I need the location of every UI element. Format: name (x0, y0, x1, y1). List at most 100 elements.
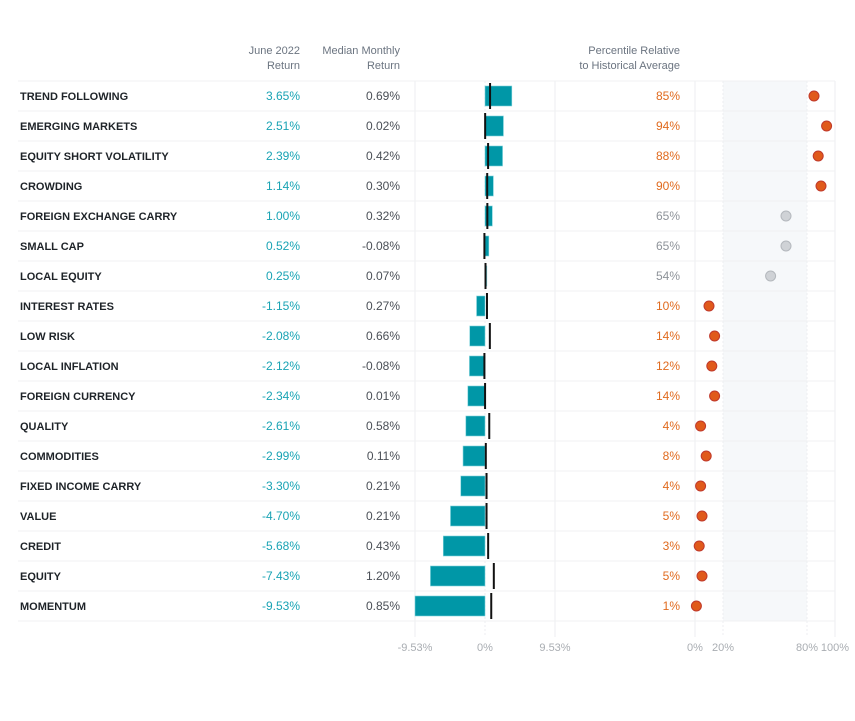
june-return-value: -2.34% (262, 389, 300, 403)
factor-label: EMERGING MARKETS (20, 121, 137, 133)
table-row: VALUE -4.70% 0.21% 5% (18, 500, 835, 529)
june-return-bar (414, 595, 486, 617)
june-return-value: -9.53% (262, 599, 300, 613)
june-return-bar (465, 415, 486, 437)
june-return-bar (484, 115, 504, 137)
percentile-value: 14% (656, 329, 680, 343)
percentile-value: 12% (656, 359, 680, 373)
percentile-value: 10% (656, 299, 680, 313)
factor-label: COMMODITIES (20, 451, 99, 463)
june-return-bar (462, 445, 486, 467)
june-return-value: -2.99% (262, 449, 300, 463)
table-row: FOREIGN CURRENCY -2.34% 0.01% 14% (18, 380, 835, 409)
percentile-dot (821, 120, 833, 132)
factor-label: FIXED INCOME CARRY (20, 481, 142, 493)
june-return-bar (442, 535, 486, 557)
median-return-value: -0.08% (362, 359, 400, 373)
percentile-dot (812, 150, 824, 162)
percentile-value: 54% (656, 269, 680, 283)
bar-axis-tick: -9.53% (398, 642, 433, 654)
percentile-value: 90% (656, 179, 680, 193)
median-return-value: 0.43% (366, 539, 400, 553)
june-return-value: -1.15% (262, 299, 300, 313)
table-row: LOCAL INFLATION -2.12% -0.08% 12% (18, 350, 835, 379)
median-return-value: 0.30% (366, 179, 400, 193)
percentile-value: 4% (663, 419, 681, 433)
header-june-return: June 2022 Return (220, 44, 300, 74)
factor-label: FOREIGN EXCHANGE CARRY (20, 211, 178, 223)
percentile-value: 3% (663, 539, 681, 553)
median-return-value: 0.02% (366, 119, 400, 133)
median-return-value: 0.58% (366, 419, 400, 433)
median-return-value: 0.27% (366, 299, 400, 313)
dot-axis-tick: 80% (796, 642, 818, 654)
factor-label: FOREIGN CURRENCY (20, 391, 136, 403)
percentile-dot (709, 330, 721, 342)
median-return-value: 0.01% (366, 389, 400, 403)
median-return-value: 0.69% (366, 89, 400, 103)
table-row: FOREIGN EXCHANGE CARRY 1.00% 0.32% 65% (18, 200, 835, 229)
table-row: EQUITY -7.43% 1.20% 5% (18, 560, 835, 589)
median-return-value: 0.42% (366, 149, 400, 163)
factor-label: VALUE (20, 511, 56, 523)
factor-label: MOMENTUM (20, 601, 86, 613)
june-return-bar (469, 325, 486, 347)
median-return-value: 1.20% (366, 569, 400, 583)
june-return-value: -2.61% (262, 419, 300, 433)
bar-axis-tick: 0% (477, 642, 493, 654)
june-return-bar (476, 295, 486, 317)
june-return-bar (484, 175, 494, 197)
percentile-value: 5% (663, 569, 681, 583)
factor-label: LOCAL INFLATION (20, 361, 119, 373)
table-row: LOCAL EQUITY 0.25% 0.07% 54% (18, 260, 835, 289)
factor-label: EQUITY (20, 571, 62, 583)
factor-label: TREND FOLLOWING (20, 91, 128, 103)
bar-axis-tick: 9.53% (539, 642, 570, 654)
percentile-dot (703, 300, 715, 312)
median-return-value: 0.21% (366, 479, 400, 493)
factor-label: CREDIT (20, 541, 61, 553)
percentile-dot (780, 210, 792, 222)
percentile-value: 1% (663, 599, 681, 613)
percentile-value: 88% (656, 149, 680, 163)
percentile-value: 65% (656, 239, 680, 253)
dot-axis-tick: 20% (712, 642, 734, 654)
percentile-dot (706, 360, 718, 372)
median-return-value: 0.07% (366, 269, 400, 283)
factor-label: CROWDING (20, 181, 82, 193)
percentile-dot (695, 480, 707, 492)
header-june-return-line1: June 2022 (248, 45, 300, 57)
june-return-value: -2.12% (262, 359, 300, 373)
header-median-return-line2: Return (366, 60, 400, 72)
june-return-value: 1.00% (266, 209, 300, 223)
factor-label: LOCAL EQUITY (20, 271, 102, 283)
factor-label: QUALITY (20, 421, 69, 433)
june-return-value: -3.30% (262, 479, 300, 493)
percentile-dot (765, 270, 777, 282)
june-return-value: 1.14% (266, 179, 300, 193)
percentile-dot (690, 600, 702, 612)
june-return-value: 0.25% (266, 269, 300, 283)
factor-label: SMALL CAP (20, 241, 84, 253)
header-percentile-line2: to Historical Average (579, 60, 680, 72)
june-return-value: 2.39% (266, 149, 300, 163)
table-row: MOMENTUM -9.53% 0.85% 1% (18, 590, 835, 619)
june-return-bar (460, 475, 486, 497)
median-return-value: 0.21% (366, 509, 400, 523)
june-return-value: 3.65% (266, 89, 300, 103)
table-row: FIXED INCOME CARRY -3.30% 0.21% 4% (18, 470, 835, 499)
table-row: INTEREST RATES -1.15% 0.27% 10% (18, 290, 835, 319)
table-row: SMALL CAP 0.52% -0.08% 65% (18, 230, 835, 259)
median-return-value: 0.32% (366, 209, 400, 223)
percentile-value: 4% (663, 479, 681, 493)
june-return-bar (469, 355, 486, 377)
table-row: TREND FOLLOWING 3.65% 0.69% 85% (18, 80, 835, 109)
header-june-return-line2: Return (266, 60, 300, 72)
header-median-return: Median Monthly Return (300, 44, 400, 74)
header-percentile-line1: Percentile Relative (588, 45, 680, 57)
header-median-return-line1: Median Monthly (322, 45, 400, 57)
percentile-dot (808, 90, 820, 102)
percentile-value: 94% (656, 119, 680, 133)
median-return-value: 0.11% (367, 449, 400, 463)
median-return-value: 0.66% (366, 329, 400, 343)
